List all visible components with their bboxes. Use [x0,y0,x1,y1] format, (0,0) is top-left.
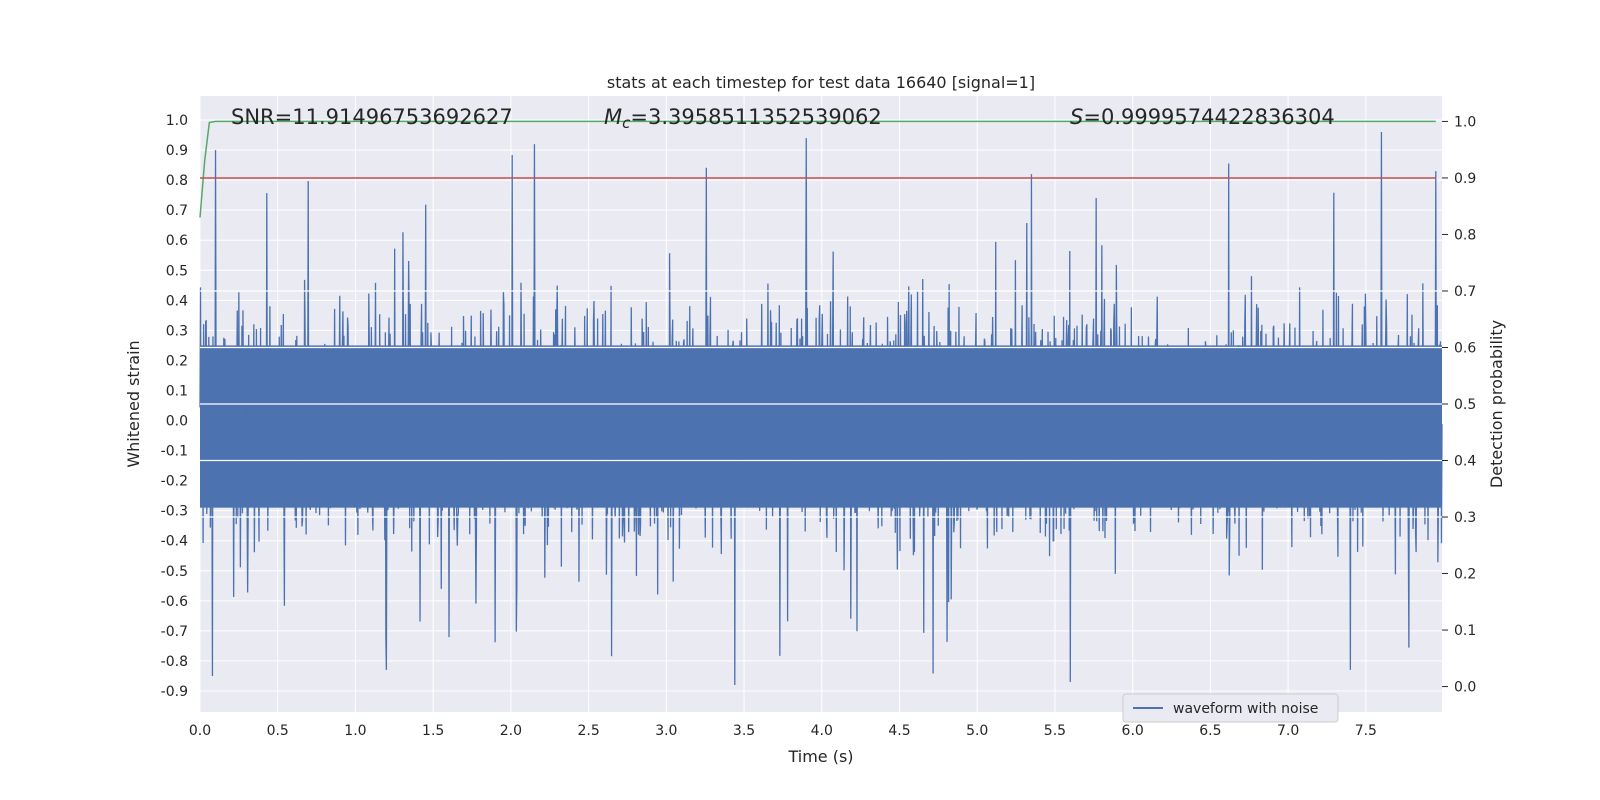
legend-label: waveform with noise [1173,701,1318,717]
y-tick-label: 0.0 [166,414,188,430]
x-tick-label: 7.0 [1277,723,1299,739]
y-tick-label: 0.9 [166,143,188,159]
y-axis-ticks: 1.0 0.9 0.8 0.7 0.6 0.5 0.4 0.3 0.2 0.1 0.0 -0.1 -0.… [161,113,188,700]
x-tick-label: 0.0 [189,723,211,739]
x-tick-label: 2.5 [577,723,599,739]
legend: waveform with noise [1122,693,1339,723]
waveform-series [199,132,1443,685]
legend-box [1122,693,1339,723]
y-tick-label: -0.4 [161,534,188,550]
y-tick-label: -0.8 [161,654,188,670]
y-tick-label: 1.0 [166,113,188,129]
chart-title: stats at each timestep for test data 166… [607,73,1035,92]
x-tick-label: 4.0 [811,723,833,739]
y-tick-label: 0.4 [166,293,188,309]
y2-tick-label: 0.7 [1454,284,1476,300]
y2-axis-ticks: 1.0 0.9 0.8 0.7 0.6 0.5 0.4 0.3 0.2 0.1 0.0 [1442,114,1476,696]
x-tick-label: 5.5 [1044,723,1066,739]
x-tick-label: 1.5 [422,723,444,739]
y-tick-label: 0.2 [166,353,188,369]
y-tick-label: 0.8 [166,173,188,189]
x-tick-label: 6.0 [1122,723,1144,739]
x-axis-label: Time (s) [787,747,853,766]
y2-tick-label: 0.9 [1454,171,1476,187]
x-tick-label: 7.5 [1355,723,1377,739]
chirp-mass-annotation: Mc=3.3958511352539062 [604,105,882,132]
x-tick-label: 6.5 [1199,723,1221,739]
x-tick-label: 0.5 [267,723,289,739]
y-tick-label: -0.2 [161,474,188,490]
y-axis-label: Whitened strain [124,340,143,467]
y2-tick-label: 0.2 [1454,567,1476,583]
y-tick-label: -0.1 [161,444,188,460]
y-tick-label: -0.9 [161,684,188,700]
right-axis-gridlines [200,290,1442,518]
y-tick-label: -0.5 [161,564,188,580]
y2-axis-label: Detection probability [1487,320,1506,488]
x-tick-label: 5.0 [966,723,988,739]
y2-tick-label: 0.0 [1454,680,1476,696]
probability-series [199,120,1436,218]
y-tick-label: 0.7 [166,203,188,219]
y-tick-label: 0.1 [166,383,188,399]
waveform-line [199,132,1443,685]
snr-annotation: SNR=11.91496753692627 [231,105,513,129]
x-tick-label: 3.5 [733,723,755,739]
x-axis-ticks: 0.0 0.5 1.0 1.5 2.0 2.5 3.0 3.5 4.0 4.5 5.0 5.5 6.0 6… [189,723,1377,739]
y-tick-label: 0.5 [166,263,188,279]
x-tick-label: 2.0 [500,723,522,739]
y2-tick-label: 0.8 [1454,227,1476,243]
y-tick-label: 0.6 [166,233,188,249]
x-tick-label: 4.5 [888,723,910,739]
y2-tick-label: 0.3 [1454,510,1476,526]
y-tick-label: -0.7 [161,624,188,640]
y2-tick-label: 0.5 [1454,397,1476,413]
y2-tick-label: 0.6 [1454,340,1476,356]
y2-tick-label: 0.1 [1454,623,1476,639]
y-tick-label: -0.6 [161,594,188,610]
y-tick-label: -0.3 [161,504,188,520]
detection-probability-line [199,120,1436,218]
x-tick-label: 3.0 [655,723,677,739]
y-tick-label: 0.3 [166,323,188,339]
s-annotation: S=0.9999574422836304 [1070,105,1335,129]
y2-tick-label: 0.4 [1454,454,1476,470]
y2-tick-label: 1.0 [1454,114,1476,130]
x-tick-label: 1.0 [344,723,366,739]
